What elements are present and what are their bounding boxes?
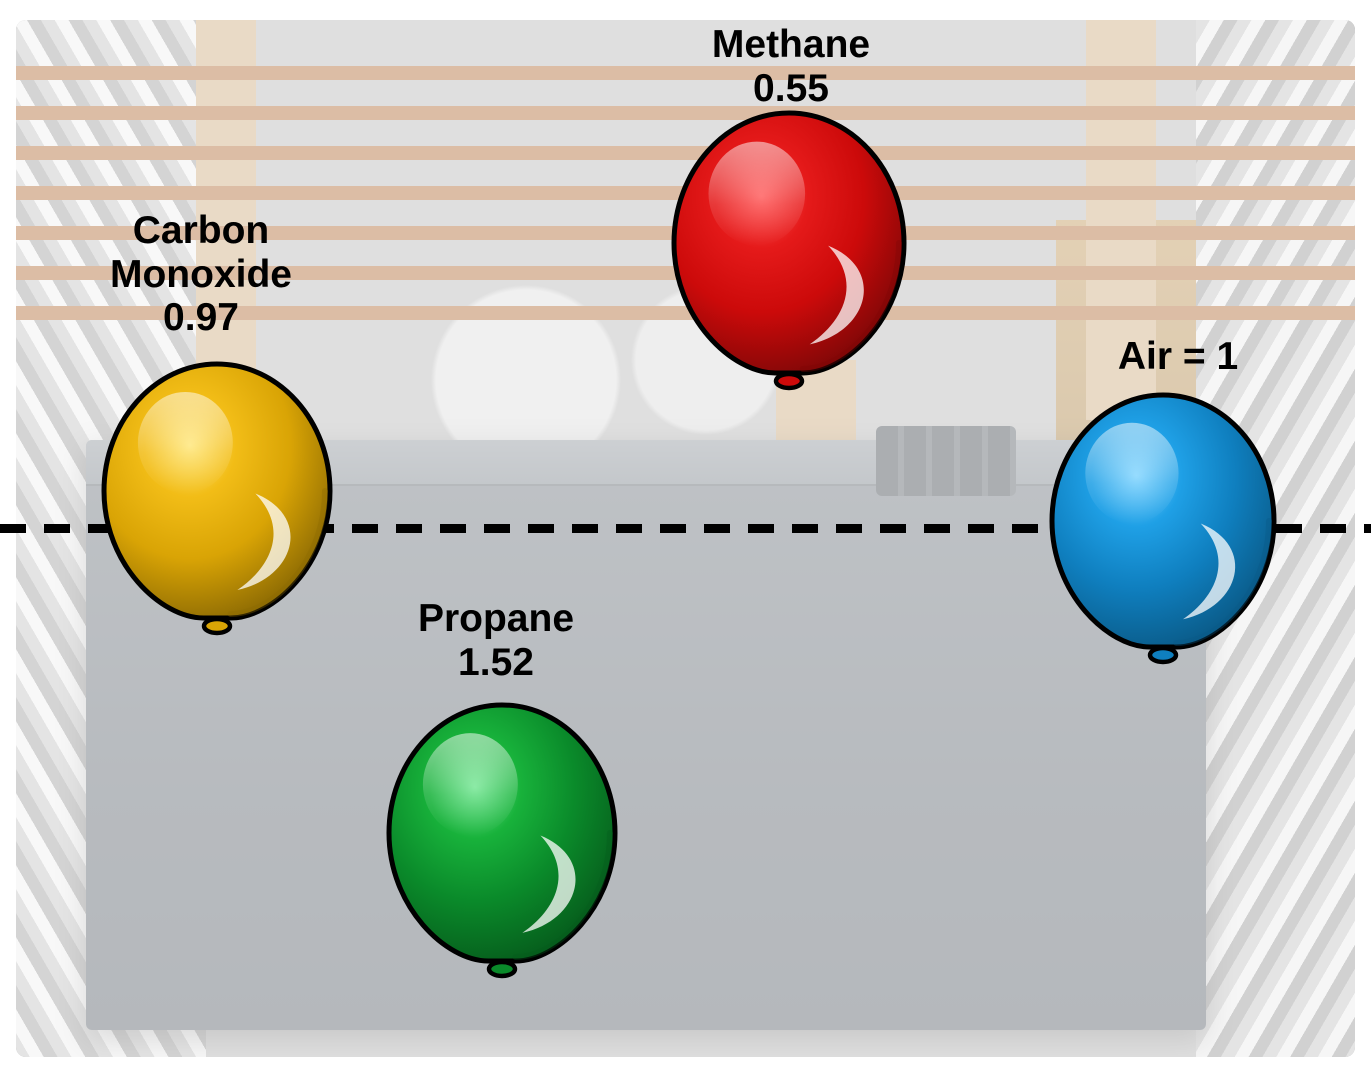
- balloon-carbon-monoxide: [84, 344, 350, 660]
- label-propane: Propane 1.52: [381, 597, 611, 684]
- label-carbon-monoxide: Carbon Monoxide 0.97: [71, 209, 331, 340]
- balloon-methane: [654, 93, 924, 415]
- label-air: Air = 1: [1078, 335, 1278, 379]
- balloon-air: [1032, 375, 1294, 689]
- balloon-propane: [369, 685, 635, 1003]
- diagram-stage: Methane 0.55 Carbon Monoxide 0.97 Air = …: [0, 0, 1371, 1077]
